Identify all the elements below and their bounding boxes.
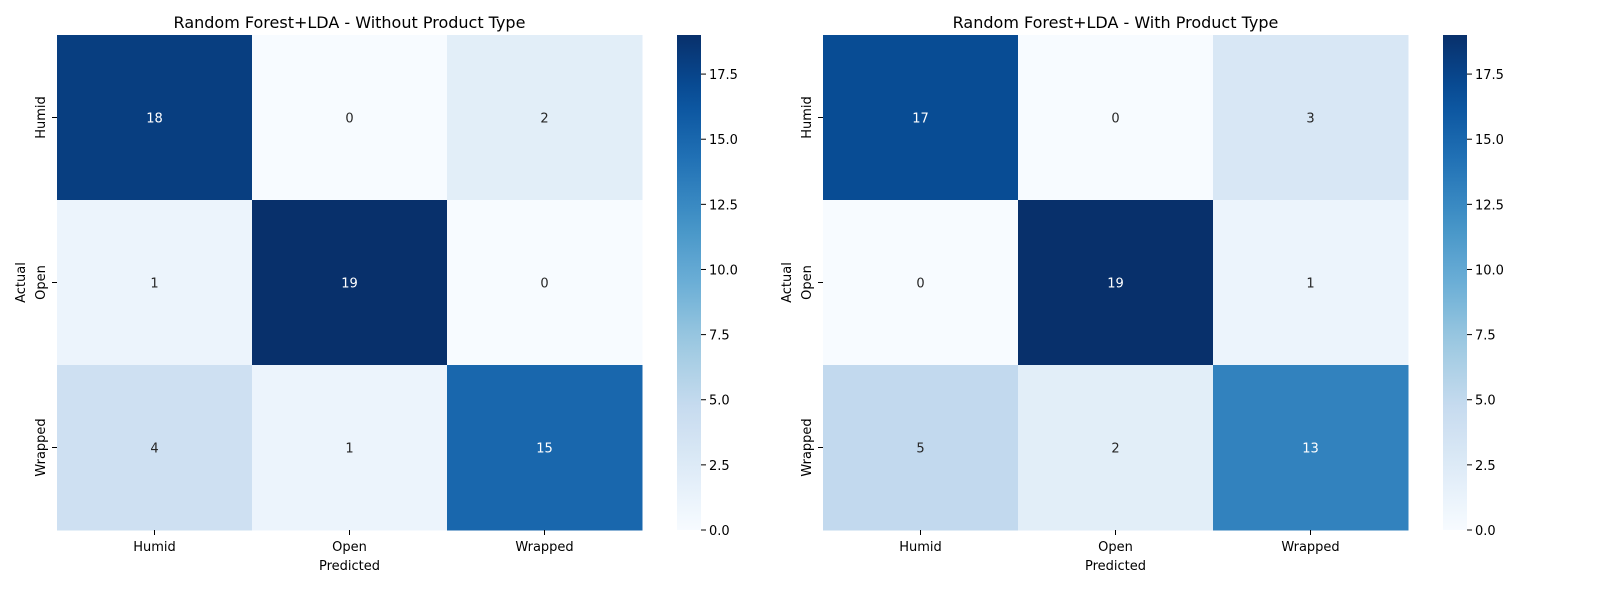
x-tick-label: Wrapped [515, 540, 573, 555]
cell-value-label: 0 [345, 112, 353, 127]
y-axis-label: Actual [780, 262, 795, 303]
heatmap-cell [1018, 35, 1214, 201]
cell-value-label: 0 [540, 277, 548, 292]
heatmap-cell [252, 35, 448, 201]
colorbar [677, 35, 701, 530]
x-tick-label: Open [1098, 540, 1133, 555]
heatmap-cell [1213, 35, 1409, 201]
cell-value-label: 5 [916, 442, 924, 457]
cell-value-label: 17 [912, 112, 929, 127]
heatmap-cell [57, 200, 253, 366]
y-tick-label: Wrapped [34, 418, 49, 476]
x-axis-label: Predicted [1085, 559, 1146, 574]
cell-value-label: 2 [540, 112, 548, 127]
cell-value-label: 1 [1306, 277, 1314, 292]
colorbar [1443, 35, 1467, 530]
cell-value-label: 19 [1107, 277, 1124, 292]
heatmap-cell [1018, 200, 1214, 366]
colorbar-tick-label: 10.0 [709, 263, 738, 278]
cell-value-label: 15 [536, 442, 553, 457]
colorbar-tick-label: 5.0 [709, 394, 730, 409]
colorbar-tick-label: 12.5 [1475, 198, 1504, 213]
colorbar-tick-label: 17.5 [1475, 68, 1504, 83]
heatmap-cell [252, 365, 448, 531]
heatmap-cell [447, 365, 643, 531]
cell-value-label: 1 [345, 442, 353, 457]
y-tick-label: Humid [34, 96, 49, 139]
colorbar-tick-label: 17.5 [709, 68, 738, 83]
cell-value-label: 2 [1111, 442, 1119, 457]
colorbar-tick-label: 0.0 [709, 524, 730, 539]
chart-title: Random Forest+LDA - Without Product Type [174, 13, 526, 32]
cell-value-label: 18 [146, 112, 163, 127]
x-tick-label: Humid [899, 540, 942, 555]
heatmap-cell [1213, 365, 1409, 531]
cell-value-label: 19 [341, 277, 358, 292]
chart-title: Random Forest+LDA - With Product Type [953, 13, 1279, 32]
heatmap-cell [823, 365, 1019, 531]
heatmap-cell [447, 200, 643, 366]
y-tick-label: Wrapped [800, 418, 815, 476]
colorbar-tick-label: 2.5 [1475, 459, 1496, 474]
colorbar-tick-label: 7.5 [1475, 329, 1496, 344]
colorbar-tick-label: 2.5 [709, 459, 730, 474]
heatmap-panel-1: Random Forest+LDA - Without Product Type… [14, 13, 738, 574]
y-tick-label: Humid [800, 96, 815, 139]
cell-value-label: 3 [1306, 112, 1314, 127]
heatmap-cell [823, 35, 1019, 201]
heatmap-cell [57, 35, 253, 201]
colorbar-tick-label: 12.5 [709, 198, 738, 213]
heatmap-cell [447, 35, 643, 201]
cell-value-label: 1 [150, 277, 158, 292]
y-tick-label: Open [34, 265, 49, 300]
colorbar-tick-label: 0.0 [1475, 524, 1496, 539]
heatmap-cell [1213, 200, 1409, 366]
x-tick-label: Wrapped [1281, 540, 1339, 555]
heatmap-cell [57, 365, 253, 531]
x-tick-label: Open [332, 540, 367, 555]
cell-value-label: 4 [150, 442, 158, 457]
colorbar-tick-label: 7.5 [709, 329, 730, 344]
x-tick-label: Humid [133, 540, 176, 555]
colorbar-tick-label: 10.0 [1475, 263, 1504, 278]
heatmap-panel-2: Random Forest+LDA - With Product Type 17 0… [780, 13, 1504, 574]
heatmap-cell [1018, 365, 1214, 531]
heatmap-cell [823, 200, 1019, 366]
cell-value-label: 0 [1111, 112, 1119, 127]
colorbar-tick-label: 15.0 [1475, 133, 1504, 148]
colorbar-tick-label: 5.0 [1475, 394, 1496, 409]
x-axis-label: Predicted [319, 559, 380, 574]
y-tick-label: Open [800, 265, 815, 300]
cell-value-label: 13 [1302, 442, 1319, 457]
cell-value-label: 0 [916, 277, 924, 292]
heatmap-cell [252, 200, 448, 366]
y-axis-label: Actual [14, 262, 29, 303]
colorbar-tick-label: 15.0 [709, 133, 738, 148]
